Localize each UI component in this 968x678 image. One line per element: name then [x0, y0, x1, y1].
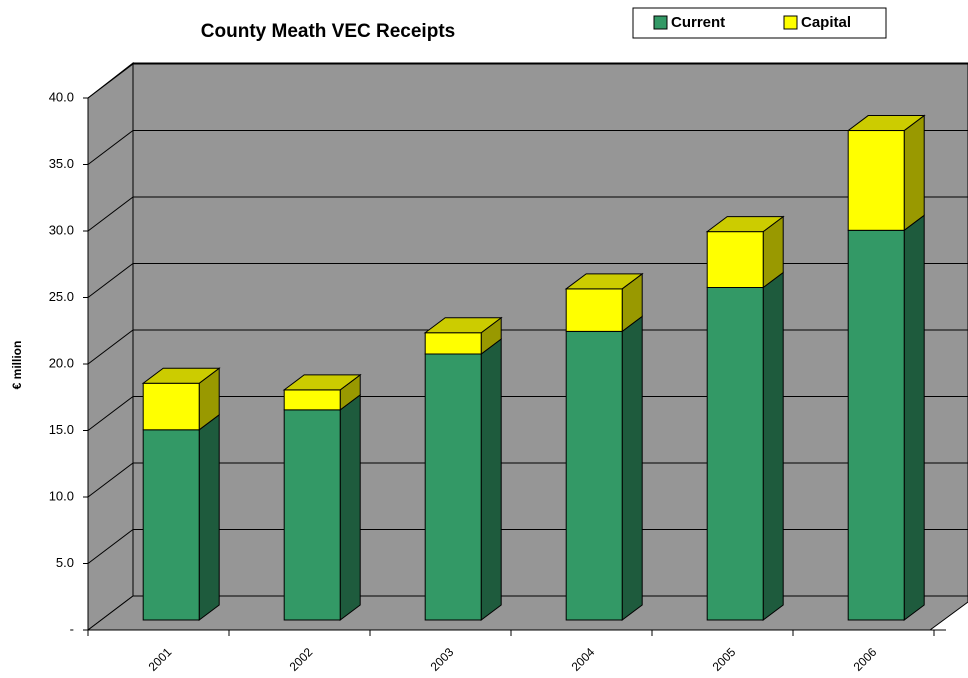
- bar-side: [339, 393, 361, 621]
- bar-side: [621, 315, 643, 621]
- grid-line: [87, 196, 134, 232]
- bar-top: [705, 216, 785, 233]
- bar-side: [762, 271, 784, 621]
- bar: [142, 429, 200, 621]
- x-tick-label: 2006: [851, 645, 880, 674]
- legend-swatch: [653, 15, 668, 30]
- x-tick-label: 2003: [428, 645, 457, 674]
- legend-swatch: [783, 15, 798, 30]
- x-tick-label: 2001: [146, 645, 175, 674]
- bar: [424, 332, 482, 355]
- floor: [86, 595, 968, 631]
- y-tick-label: 20.0: [49, 355, 74, 370]
- y-axis-label: € million: [10, 341, 24, 390]
- bar: [424, 353, 482, 621]
- bar: [847, 130, 905, 231]
- bar-side: [903, 114, 925, 232]
- x-tick-label: 2004: [569, 645, 598, 674]
- legend-text: Current: [671, 14, 725, 31]
- bar-top: [282, 374, 362, 391]
- bar: [847, 229, 905, 621]
- legend: [632, 7, 887, 39]
- y-tick-label: 35.0: [49, 156, 74, 171]
- bar: [283, 409, 341, 621]
- grid-line: [87, 529, 134, 564]
- bar: [565, 330, 623, 621]
- bar-top: [423, 317, 503, 334]
- y-tick-label: 40.0: [49, 89, 74, 104]
- grid-line: [87, 462, 134, 498]
- bar: [706, 231, 764, 288]
- grid-line: [87, 63, 134, 99]
- x-tick-label: 2002: [287, 645, 316, 674]
- grid-line: [87, 263, 134, 298]
- bar: [565, 288, 623, 332]
- bar-top: [141, 367, 221, 384]
- y-tick-label: 5.0: [56, 555, 74, 570]
- bar: [142, 382, 200, 431]
- grid-line: [87, 329, 134, 365]
- bar: [283, 389, 341, 411]
- legend-text: Capital: [801, 14, 851, 31]
- y-tick-label: 15.0: [49, 422, 74, 437]
- bar-side: [903, 214, 925, 621]
- bar-side: [480, 338, 502, 621]
- grid-line: [87, 396, 134, 431]
- y-tick-label: -: [70, 621, 74, 636]
- y-tick-label: 10.0: [49, 488, 74, 503]
- grid-line: [87, 130, 134, 165]
- bar: [706, 287, 764, 621]
- x-tick-label: 2005: [710, 645, 739, 674]
- chart-title: County Meath VEC Receipts: [201, 21, 455, 42]
- bar-top: [846, 115, 926, 132]
- y-tick-label: 30.0: [49, 222, 74, 237]
- y-tick-label: 25.0: [49, 289, 74, 304]
- bar-side: [198, 413, 220, 621]
- bar-top: [564, 273, 644, 290]
